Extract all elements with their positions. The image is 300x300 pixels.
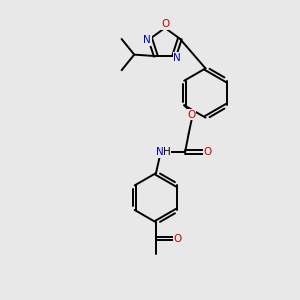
- Text: N: N: [143, 35, 151, 45]
- Text: H: H: [163, 147, 170, 157]
- Text: O: O: [174, 234, 182, 244]
- Text: O: O: [161, 19, 170, 29]
- Text: N: N: [156, 147, 164, 157]
- Text: O: O: [188, 110, 196, 120]
- Text: O: O: [203, 147, 212, 157]
- Text: N: N: [173, 52, 181, 63]
